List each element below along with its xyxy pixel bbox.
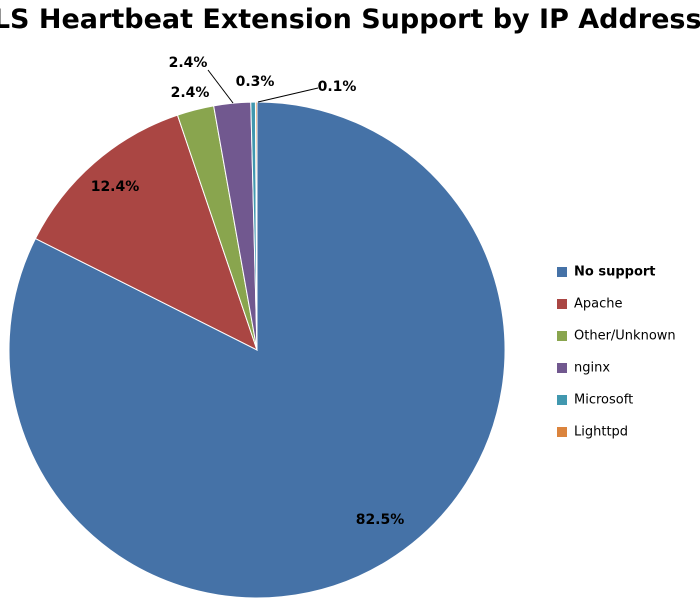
legend-label: Other/Unknown: [574, 329, 676, 344]
leader-line: [257, 87, 319, 103]
data-label: 0.1%: [318, 79, 357, 95]
pie-slice: [34, 114, 258, 351]
legend-swatch: [557, 395, 567, 405]
legend-label: nginx: [574, 361, 610, 376]
legend-swatch: [557, 363, 567, 373]
pie-slice: [8, 101, 506, 599]
data-label: 2.4%: [169, 55, 208, 71]
legend-swatch: [557, 427, 567, 437]
data-label: 2.4%: [171, 85, 210, 101]
data-label: 12.4%: [91, 179, 140, 195]
legend-label: Lighttpd: [574, 425, 628, 440]
legend-swatch: [557, 267, 567, 277]
legend-label: Microsoft: [574, 393, 633, 408]
pie-slice: [254, 101, 258, 351]
legend-swatch: [557, 299, 567, 309]
data-label: 0.3%: [236, 74, 275, 90]
chart-title: TLS Heartbeat Extension Support by IP Ad…: [0, 4, 700, 35]
data-label: 82.5%: [356, 512, 405, 528]
legend-label: No support: [574, 265, 656, 280]
legend-label: Apache: [574, 297, 623, 312]
leader-line: [207, 69, 234, 104]
legend-swatch: [557, 331, 567, 341]
